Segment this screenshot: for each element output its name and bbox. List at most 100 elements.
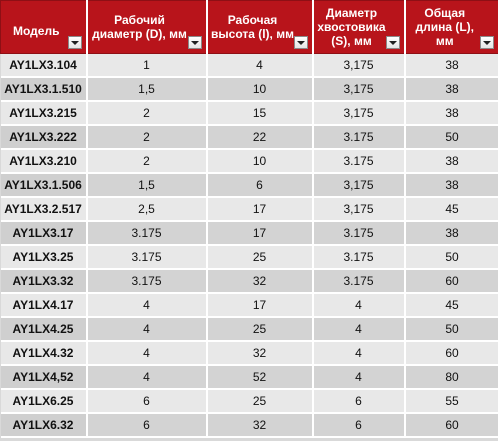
cell-working-diameter[interactable]: 2,5: [86, 197, 208, 222]
header-working-diameter-label: Рабочий диаметр (D), мм: [92, 13, 187, 41]
header-shank-diameter-label: Диаметр хвостовика (S), мм: [317, 6, 386, 48]
cell-total-length[interactable]: 50: [404, 317, 498, 342]
filter-dropdown-total-length[interactable]: [480, 36, 494, 49]
cell-total-length[interactable]: 38: [404, 221, 498, 246]
cell-working-diameter[interactable]: 4: [86, 317, 208, 342]
cell-working-height[interactable]: 10: [206, 77, 314, 102]
cell-working-height[interactable]: 32: [206, 269, 314, 294]
cell-working-diameter[interactable]: 6: [86, 413, 208, 438]
cell-working-height[interactable]: 15: [206, 101, 314, 126]
cell-total-length[interactable]: 60: [404, 269, 498, 294]
cell-working-diameter[interactable]: 1: [86, 53, 208, 78]
cell-working-diameter[interactable]: 2: [86, 149, 208, 174]
cell-working-height[interactable]: 25: [206, 389, 314, 414]
cell-model[interactable]: AY1LX3.210: [0, 149, 88, 174]
filter-dropdown-shank-diameter[interactable]: [385, 36, 400, 49]
cell-working-height[interactable]: 6: [206, 173, 314, 198]
cell-model[interactable]: AY1LX3.215: [0, 101, 88, 126]
cell-model[interactable]: AY1LX3.1.510: [0, 77, 88, 102]
table-row: AY1LX6.32 6 32 6 60: [0, 413, 498, 438]
cell-model[interactable]: AY1LX6.32: [0, 413, 88, 438]
header-working-diameter: Рабочий диаметр (D), мм: [86, 0, 208, 54]
cell-working-height[interactable]: 25: [206, 245, 314, 270]
cell-working-diameter[interactable]: 2: [86, 101, 208, 126]
cell-total-length[interactable]: 38: [404, 101, 498, 126]
cell-model[interactable]: AY1LX3.222: [0, 125, 88, 150]
table-row: AY1LX3.104 1 4 3,175 38: [0, 53, 498, 78]
cell-working-height[interactable]: 4: [206, 53, 314, 78]
cell-shank-diameter[interactable]: 4: [312, 365, 406, 390]
cell-working-height[interactable]: 22: [206, 125, 314, 150]
cell-shank-diameter[interactable]: 3.175: [312, 125, 406, 150]
cell-total-length[interactable]: 60: [404, 341, 498, 366]
cell-model[interactable]: AY1LX3.17: [0, 221, 88, 246]
header-total-length: Общая длина (L), мм: [404, 0, 498, 54]
cell-working-diameter[interactable]: 1,5: [86, 77, 208, 102]
cell-model[interactable]: AY1LX3.104: [0, 53, 88, 78]
cell-working-height[interactable]: 25: [206, 317, 314, 342]
cell-total-length[interactable]: 60: [404, 413, 498, 438]
cell-total-length[interactable]: 45: [404, 293, 498, 318]
cell-working-diameter[interactable]: 1,5: [86, 173, 208, 198]
cell-shank-diameter[interactable]: 3,175: [312, 77, 406, 102]
cell-model[interactable]: AY1LX4,52: [0, 365, 88, 390]
cell-working-diameter[interactable]: 4: [86, 293, 208, 318]
cell-shank-diameter[interactable]: 3,175: [312, 53, 406, 78]
cell-shank-diameter[interactable]: 3,175: [312, 101, 406, 126]
cell-total-length[interactable]: 50: [404, 245, 498, 270]
cell-shank-diameter[interactable]: 4: [312, 317, 406, 342]
cell-shank-diameter[interactable]: 3,175: [312, 197, 406, 222]
cell-shank-diameter[interactable]: 3.175: [312, 269, 406, 294]
cell-model[interactable]: AY1LX4.32: [0, 341, 88, 366]
cell-working-height[interactable]: 32: [206, 341, 314, 366]
cell-model[interactable]: AY1LX3.2.517: [0, 197, 88, 222]
cell-working-diameter[interactable]: 4: [86, 341, 208, 366]
cell-shank-diameter[interactable]: 3.175: [312, 149, 406, 174]
cell-working-diameter[interactable]: 6: [86, 389, 208, 414]
cell-working-height[interactable]: 32: [206, 413, 314, 438]
header-shank-diameter: Диаметр хвостовика (S), мм: [312, 0, 406, 54]
cell-working-diameter[interactable]: 2: [86, 125, 208, 150]
cell-working-height[interactable]: 17: [206, 197, 314, 222]
cell-total-length[interactable]: 38: [404, 53, 498, 78]
cell-working-height[interactable]: 17: [206, 293, 314, 318]
cell-total-length[interactable]: 45: [404, 197, 498, 222]
cell-model[interactable]: AY1LX6.25: [0, 389, 88, 414]
cell-working-height[interactable]: 52: [206, 365, 314, 390]
cell-working-diameter[interactable]: 3.175: [86, 269, 208, 294]
cell-shank-diameter[interactable]: 3,175: [312, 173, 406, 198]
filter-dropdown-model[interactable]: [67, 36, 82, 49]
cell-total-length[interactable]: 38: [404, 173, 498, 198]
cell-model[interactable]: AY1LX4.25: [0, 317, 88, 342]
cell-working-height[interactable]: 10: [206, 149, 314, 174]
cell-working-diameter[interactable]: 3.175: [86, 245, 208, 270]
cell-shank-diameter[interactable]: 4: [312, 293, 406, 318]
cell-shank-diameter[interactable]: 4: [312, 341, 406, 366]
header-working-height: Рабочая высота (l), мм: [206, 0, 314, 54]
cell-shank-diameter[interactable]: 6: [312, 389, 406, 414]
cell-total-length[interactable]: 55: [404, 389, 498, 414]
filter-dropdown-working-height[interactable]: [293, 36, 308, 49]
chevron-down-icon: [70, 40, 79, 45]
table-row: AY1LX3.32 3.175 32 3.175 60: [0, 269, 498, 294]
cell-model[interactable]: AY1LX3.1.506: [0, 173, 88, 198]
cell-total-length[interactable]: 80: [404, 365, 498, 390]
cell-model[interactable]: AY1LX3.32: [0, 269, 88, 294]
cell-shank-diameter[interactable]: 3.175: [312, 245, 406, 270]
cell-model[interactable]: AY1LX3.25: [0, 245, 88, 270]
table-row: AY1LX3.1.506 1,5 6 3,175 38: [0, 173, 498, 198]
table-row: AY1LX3.17 3.175 17 3.175 38: [0, 221, 498, 246]
cell-shank-diameter[interactable]: 6: [312, 413, 406, 438]
cell-working-diameter[interactable]: 3.175: [86, 221, 208, 246]
cell-total-length[interactable]: 50: [404, 125, 498, 150]
cell-model[interactable]: AY1LX4.17: [0, 293, 88, 318]
table-row: AY1LX3.1.510 1,5 10 3,175 38: [0, 77, 498, 102]
cell-working-height[interactable]: 17: [206, 221, 314, 246]
cell-shank-diameter[interactable]: 3.175: [312, 221, 406, 246]
cell-total-length[interactable]: 38: [404, 77, 498, 102]
filter-dropdown-working-diameter[interactable]: [187, 36, 202, 49]
cell-working-diameter[interactable]: 4: [86, 365, 208, 390]
cell-total-length[interactable]: 38: [404, 149, 498, 174]
